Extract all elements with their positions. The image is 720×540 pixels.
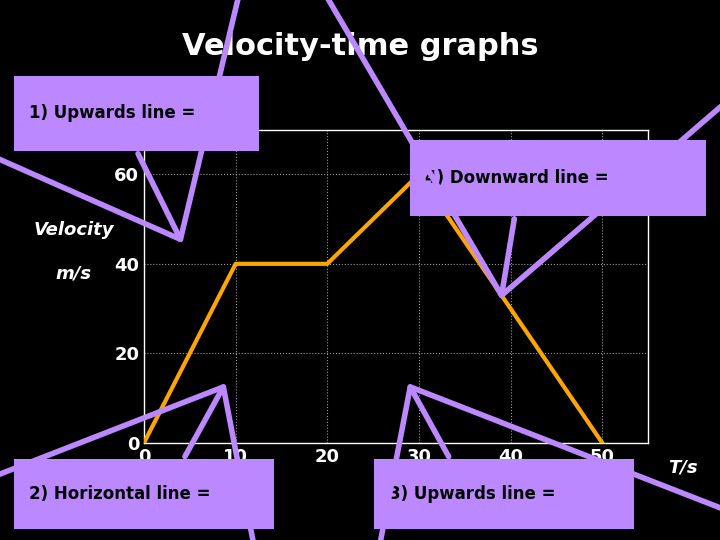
Text: 2) Horizontal line =: 2) Horizontal line = <box>29 485 210 503</box>
Text: Velocity-time graphs: Velocity-time graphs <box>181 32 539 62</box>
Text: 1) Upwards line =: 1) Upwards line = <box>29 104 195 123</box>
Text: T/s: T/s <box>668 459 698 477</box>
Text: 3) Upwards line =: 3) Upwards line = <box>389 485 555 503</box>
Text: 4) Downward line =: 4) Downward line = <box>425 169 608 187</box>
Text: m/s: m/s <box>55 265 91 282</box>
Text: Velocity: Velocity <box>33 221 114 239</box>
